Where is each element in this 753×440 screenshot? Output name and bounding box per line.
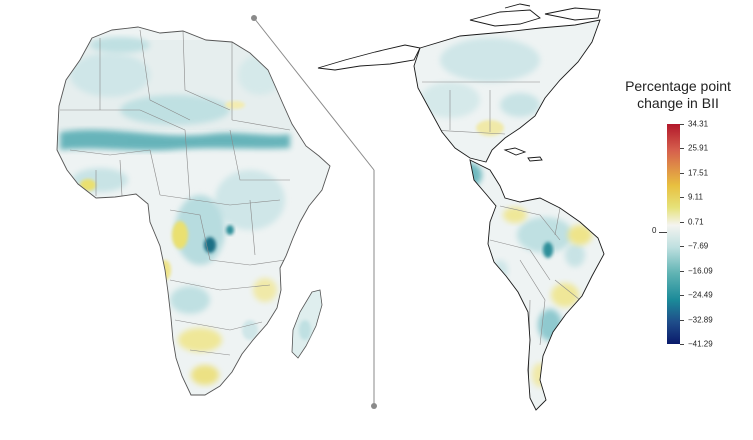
legend-title-line1: Percentage point: [625, 78, 731, 94]
legend-tick-mark: [680, 148, 684, 150]
legend-tick-label: −16.09: [688, 266, 713, 276]
legend-title: Percentage point change in BII: [608, 78, 748, 112]
legend-tick-label: 17.51: [688, 168, 709, 178]
legend-tick-mark: [680, 172, 684, 174]
legend-tick-mark: [680, 197, 684, 199]
legend-tick-label: 9.11: [688, 192, 703, 202]
legend-title-line2: change in BII: [637, 95, 719, 111]
legend-tick-label: 0.71: [688, 217, 704, 227]
connector-lines: [251, 15, 377, 409]
africa-map: [56, 26, 331, 396]
zero-label: 0: [652, 226, 657, 235]
legend-tick-label: −24.49: [688, 290, 713, 300]
zero-marker: [659, 232, 667, 233]
legend-tick-mark: [680, 246, 684, 248]
legend-tick-label: −32.89: [688, 315, 713, 325]
legend-tick-mark: [680, 124, 684, 125]
legend-tick-mark: [680, 295, 684, 297]
legend-tick-mark: [680, 221, 684, 223]
legend-tick-mark: [680, 344, 684, 345]
americas-map: [317, 3, 605, 411]
legend-tick-label: −41.29: [688, 339, 713, 349]
legend-tick-label: 25.91: [688, 143, 709, 153]
legend-tick-mark: [680, 270, 684, 272]
legend-tick-label: −7.69: [688, 241, 709, 251]
legend-tick-mark: [680, 319, 684, 321]
legend-color-bar: [667, 124, 680, 344]
legend-tick-label: 34.31: [688, 119, 709, 129]
